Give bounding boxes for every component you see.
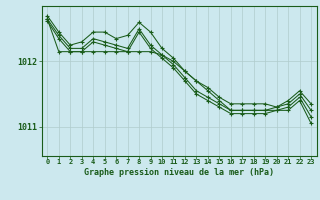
X-axis label: Graphe pression niveau de la mer (hPa): Graphe pression niveau de la mer (hPa) bbox=[84, 168, 274, 177]
